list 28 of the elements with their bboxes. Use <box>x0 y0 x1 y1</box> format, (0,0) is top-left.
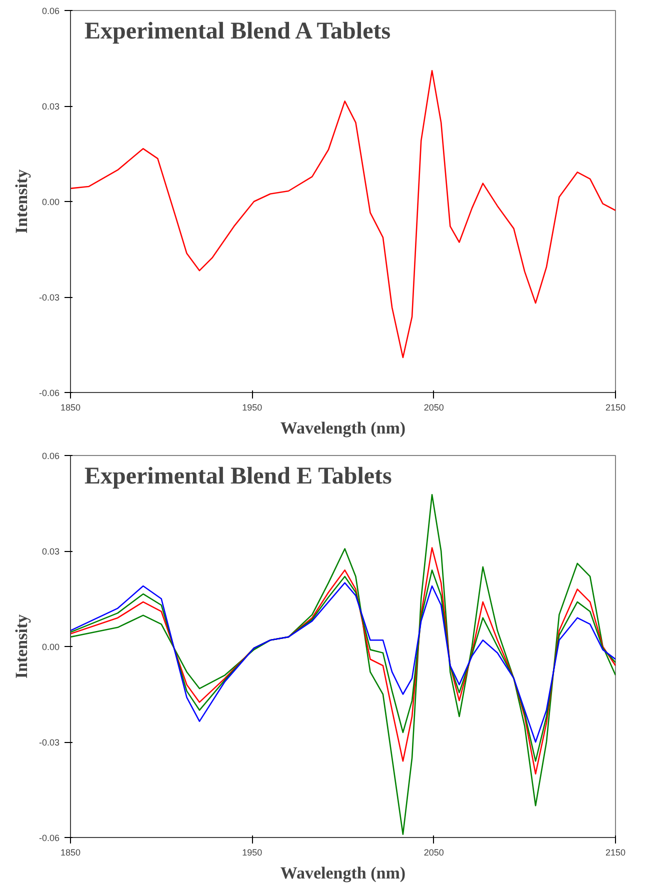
y-axis-title: Intensity <box>12 168 31 234</box>
y-tick-label: 0.00 <box>42 642 60 652</box>
line-series <box>70 494 616 835</box>
y-tick-label: -0.06 <box>38 833 60 843</box>
y-tick-label: 0.06 <box>42 6 60 16</box>
line-series <box>70 70 616 358</box>
y-axis-title: Intensity <box>12 614 31 679</box>
y-tick-label: -0.06 <box>38 388 60 398</box>
chart-title: Experimental Blend A Tablets <box>84 18 391 44</box>
chart-title: Experimental Blend E Tablets <box>84 464 392 490</box>
x-tick-label: 1950 <box>242 848 262 858</box>
line-series <box>70 547 616 774</box>
x-tick-label: 1850 <box>60 402 81 412</box>
y-tick-label: -0.03 <box>38 738 60 748</box>
x-tick-label: 1950 <box>242 402 262 412</box>
line-series <box>70 582 616 743</box>
x-axis-title: Wavelength (nm) <box>280 864 406 882</box>
y-tick-label: 0.06 <box>42 451 60 461</box>
x-tick-label: 2050 <box>424 402 444 412</box>
x-axis-title: Wavelength (nm) <box>280 418 406 438</box>
x-tick-label: 2150 <box>605 848 626 858</box>
y-tick-label: -0.03 <box>38 292 60 302</box>
x-tick-label: 1850 <box>60 848 81 858</box>
x-tick-label: 2150 <box>605 402 626 412</box>
x-tick-label: 2050 <box>424 848 444 858</box>
y-tick-label: 0.00 <box>42 197 60 207</box>
y-tick-label: 0.03 <box>42 546 60 556</box>
y-tick-label: 0.03 <box>42 102 60 112</box>
